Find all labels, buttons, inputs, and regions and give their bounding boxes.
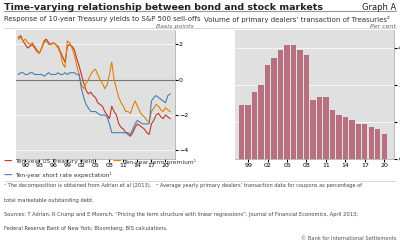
Bar — [310, 100, 316, 159]
Text: Ten-year US Treasury yield: Ten-year US Treasury yield — [15, 159, 94, 164]
Bar — [323, 97, 328, 159]
Bar — [278, 50, 283, 159]
Text: Sources: T Adrian, R Crump and E Moench, “Pricing the term structure with linear: Sources: T Adrian, R Crump and E Moench,… — [4, 212, 358, 217]
Text: Graph A: Graph A — [362, 3, 396, 12]
Bar — [375, 130, 380, 159]
Bar — [330, 110, 335, 159]
Text: Federal Reserve Bank of New York; Bloomberg; BIS calculations.: Federal Reserve Bank of New York; Bloomb… — [4, 226, 168, 231]
Text: Response of 10-year Treasury yields to S&P 500 sell-offs: Response of 10-year Treasury yields to S… — [4, 16, 201, 22]
Text: Ten-year term premium¹: Ten-year term premium¹ — [123, 159, 196, 165]
Bar — [369, 127, 374, 159]
Bar — [265, 65, 270, 159]
Bar — [317, 97, 322, 159]
Bar — [304, 55, 309, 159]
Bar — [349, 120, 354, 159]
Bar — [336, 115, 342, 159]
Bar — [343, 117, 348, 159]
Bar — [297, 50, 303, 159]
Text: Volume of primary dealers’ transaction of Treasuries²: Volume of primary dealers’ transaction o… — [204, 16, 390, 23]
Bar — [252, 92, 257, 159]
Text: —: — — [4, 157, 12, 166]
Bar — [291, 45, 296, 159]
Bar — [284, 45, 290, 159]
Bar — [246, 105, 251, 159]
Text: © Bank for International Settlements: © Bank for International Settlements — [301, 235, 396, 241]
Text: Ten-year short rate expectation¹: Ten-year short rate expectation¹ — [15, 172, 112, 178]
Text: —: — — [112, 157, 120, 166]
Bar — [362, 124, 368, 159]
Text: Per cent: Per cent — [370, 24, 396, 29]
Text: ¹ The decomposition is obtained from Adrian et al (2013).   ² Average yearly pri: ¹ The decomposition is obtained from Adr… — [4, 183, 362, 189]
Bar — [356, 124, 361, 159]
Text: total marketable outstanding debt.: total marketable outstanding debt. — [4, 198, 94, 203]
Bar — [258, 85, 264, 159]
Bar — [382, 134, 387, 159]
Text: —: — — [4, 170, 12, 180]
Text: Basis points: Basis points — [156, 24, 194, 29]
Bar — [239, 105, 244, 159]
Text: Time-varying relationship between bond and stock markets: Time-varying relationship between bond a… — [4, 3, 323, 12]
Bar — [272, 58, 277, 159]
